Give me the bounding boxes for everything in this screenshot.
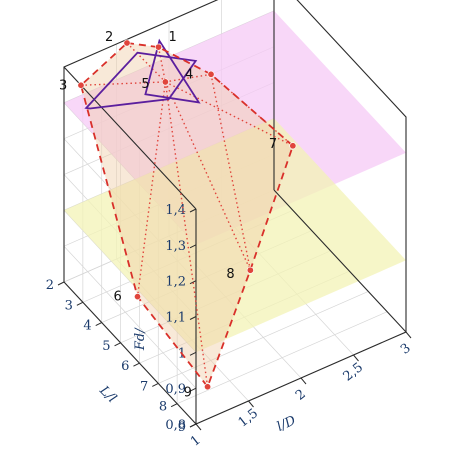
- dotted-edge: [136, 81, 167, 297]
- hull-outline: [79, 42, 294, 389]
- point-label-4: 4: [185, 67, 193, 82]
- data-point-2: [123, 39, 131, 47]
- y-tick: [76, 301, 84, 306]
- dotted-edge: [165, 81, 294, 147]
- z-tick: [189, 244, 197, 249]
- dotted-edge: [210, 74, 252, 271]
- y-tick: [189, 423, 197, 428]
- z-tick-label: 0,8: [165, 418, 186, 433]
- point-label-7: 7: [269, 137, 277, 152]
- point-label-3: 3: [59, 78, 67, 93]
- point-label-9: 9: [184, 386, 192, 401]
- z-tick-label: 1,2: [165, 275, 186, 290]
- y-tick: [170, 403, 178, 408]
- x-tick-label: 1,5: [236, 406, 262, 431]
- data-point-9: [204, 383, 212, 391]
- data-point-8: [246, 266, 254, 274]
- point-label-2: 2: [105, 30, 113, 45]
- z-tick: [189, 316, 197, 320]
- dotted-edge: [165, 73, 212, 83]
- y-tick: [152, 382, 159, 387]
- surface-fill: [81, 43, 293, 387]
- x-tick-label: 1: [188, 433, 204, 449]
- z-tick-label: 0,9: [165, 382, 186, 397]
- y-tick-label: 3: [65, 298, 73, 313]
- x-tick: [353, 354, 359, 362]
- point-label-1: 1: [169, 30, 177, 45]
- y-axis-label: L/l: [96, 383, 119, 406]
- z-tick-label: 1,4: [165, 203, 186, 218]
- y-tick: [114, 342, 121, 347]
- x-tick-label: 3: [398, 341, 414, 358]
- point-label-5: 5: [141, 77, 149, 92]
- purple-polygon: [84, 51, 198, 110]
- x-tick-label: 2: [293, 387, 309, 404]
- purple-triangle: [144, 38, 201, 104]
- x-tick: [300, 377, 307, 385]
- y-tick-label: 6: [121, 359, 129, 374]
- z-tick: [189, 351, 197, 356]
- x-axis-label: l/D: [275, 413, 299, 435]
- dotted-edge: [126, 42, 166, 83]
- z-tick: [189, 387, 197, 392]
- x-tick-label: 2,5: [341, 360, 367, 385]
- dotted-edge: [80, 81, 166, 86]
- z-tick: [189, 208, 197, 213]
- y-tick-label: 8: [159, 400, 167, 415]
- x-tick: [195, 423, 202, 431]
- data-point-5: [161, 78, 169, 86]
- z-tick: [189, 280, 197, 285]
- y-tick-label: 4: [83, 319, 91, 334]
- y-tick-label: 5: [102, 339, 110, 354]
- dotted-edge: [157, 46, 167, 83]
- data-point-4: [207, 70, 215, 78]
- data-point-6: [134, 293, 142, 301]
- dotted-edge: [164, 81, 209, 387]
- axis-frame: [63, 66, 197, 210]
- point-label-8: 8: [226, 267, 234, 282]
- grid-line: [177, 311, 388, 405]
- axis-frame: [63, 0, 275, 282]
- x-tick: [405, 331, 412, 339]
- y-tick: [95, 322, 102, 327]
- x-tick: [248, 400, 254, 408]
- y-tick-label: 9: [178, 420, 186, 435]
- y-tick: [57, 281, 65, 286]
- dotted-edge: [164, 81, 251, 271]
- z-tick-label: 1,3: [165, 239, 186, 254]
- point-label-6: 6: [114, 290, 122, 305]
- y-tick-label: 7: [140, 379, 148, 394]
- data-point-7: [289, 142, 297, 150]
- y-tick-label: 2: [46, 278, 54, 293]
- y-tick: [133, 362, 140, 367]
- axis-frame: [63, 281, 197, 425]
- data-point-3: [77, 81, 85, 89]
- grid-line: [158, 291, 369, 384]
- z-axis-label: Fd/: [133, 327, 148, 351]
- z-tick-label: 1,1: [165, 311, 186, 326]
- axis-frame: [296, 0, 407, 332]
- data-point-1: [155, 43, 163, 51]
- plane-2: [64, 118, 406, 353]
